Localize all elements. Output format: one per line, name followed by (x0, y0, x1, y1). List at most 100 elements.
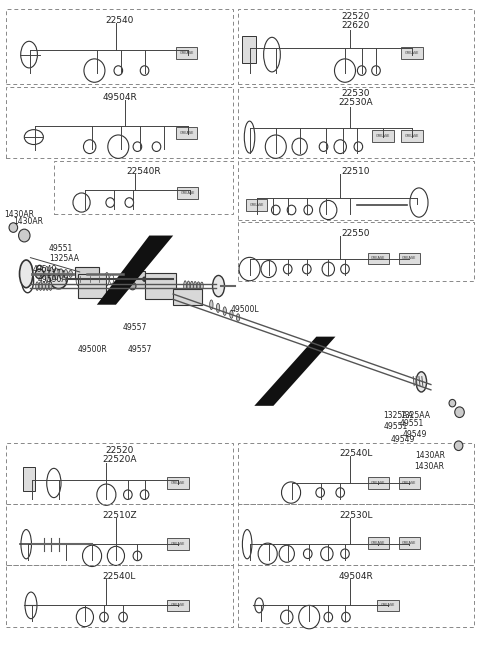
Text: 1325AA
49551: 1325AA 49551 (383, 411, 413, 430)
Circle shape (336, 488, 345, 497)
Ellipse shape (42, 282, 45, 290)
Ellipse shape (49, 282, 52, 290)
Circle shape (100, 612, 108, 622)
Circle shape (324, 612, 333, 622)
Text: GREASE: GREASE (402, 256, 417, 260)
FancyBboxPatch shape (167, 539, 189, 550)
Text: 49504R: 49504R (102, 93, 137, 102)
Circle shape (322, 262, 335, 276)
Circle shape (319, 142, 328, 151)
Circle shape (97, 484, 116, 505)
Text: GREASE: GREASE (180, 131, 194, 135)
Polygon shape (254, 336, 336, 406)
Circle shape (36, 265, 42, 272)
Ellipse shape (25, 592, 37, 619)
Text: GREASE: GREASE (171, 603, 185, 608)
FancyBboxPatch shape (372, 130, 394, 142)
Circle shape (122, 271, 128, 277)
Ellipse shape (244, 121, 255, 153)
Text: 22620: 22620 (342, 21, 370, 30)
Text: GREASE: GREASE (171, 481, 185, 485)
Circle shape (299, 605, 320, 629)
Circle shape (73, 193, 90, 212)
FancyBboxPatch shape (399, 252, 420, 264)
Circle shape (283, 264, 292, 274)
Circle shape (83, 545, 102, 567)
Text: 49549: 49549 (402, 430, 427, 439)
Text: 49500R: 49500R (78, 345, 108, 353)
Circle shape (334, 140, 347, 154)
Ellipse shape (49, 267, 53, 280)
Text: 22540L: 22540L (103, 572, 136, 581)
FancyBboxPatch shape (246, 199, 267, 211)
Circle shape (321, 547, 333, 561)
Text: 49500L: 49500L (230, 304, 259, 314)
Circle shape (19, 229, 30, 242)
Circle shape (35, 269, 44, 278)
FancyBboxPatch shape (401, 130, 422, 142)
Text: 22540L: 22540L (339, 449, 372, 458)
FancyBboxPatch shape (167, 477, 189, 489)
FancyBboxPatch shape (399, 477, 420, 489)
Ellipse shape (54, 268, 58, 280)
Text: GREASE: GREASE (180, 191, 195, 195)
Text: GREASE: GREASE (180, 51, 194, 55)
Circle shape (341, 549, 349, 559)
FancyBboxPatch shape (167, 600, 189, 611)
Circle shape (239, 258, 260, 281)
Text: 1430AR: 1430AR (416, 451, 445, 460)
Circle shape (152, 142, 161, 151)
Circle shape (265, 135, 286, 158)
Ellipse shape (210, 300, 213, 310)
FancyBboxPatch shape (401, 47, 422, 59)
Text: 49551: 49551 (400, 419, 424, 428)
Circle shape (143, 277, 146, 281)
Circle shape (302, 264, 311, 274)
Circle shape (140, 66, 149, 76)
Circle shape (261, 261, 276, 278)
Ellipse shape (237, 314, 240, 321)
Text: 22510Z: 22510Z (102, 511, 137, 520)
FancyBboxPatch shape (368, 537, 389, 549)
Text: 1430AR: 1430AR (414, 462, 444, 471)
Circle shape (106, 198, 115, 207)
FancyBboxPatch shape (75, 267, 99, 279)
Ellipse shape (184, 281, 187, 291)
Text: GREASE: GREASE (376, 134, 390, 138)
Text: 22530L: 22530L (339, 511, 372, 520)
Text: 22530: 22530 (341, 89, 370, 98)
FancyBboxPatch shape (173, 289, 202, 304)
FancyBboxPatch shape (368, 252, 389, 264)
Ellipse shape (36, 282, 38, 290)
Text: 49504R: 49504R (338, 572, 373, 581)
Ellipse shape (109, 274, 114, 284)
Ellipse shape (230, 310, 233, 318)
FancyBboxPatch shape (23, 467, 35, 491)
Circle shape (281, 610, 293, 624)
Ellipse shape (76, 273, 80, 286)
Ellipse shape (264, 37, 280, 72)
Ellipse shape (81, 274, 85, 284)
FancyBboxPatch shape (125, 271, 144, 288)
FancyBboxPatch shape (242, 36, 256, 63)
Ellipse shape (95, 273, 99, 286)
Text: 22530A: 22530A (338, 98, 373, 107)
Text: 49557: 49557 (128, 345, 152, 353)
Text: GREASE: GREASE (171, 542, 185, 546)
Circle shape (140, 490, 149, 499)
FancyBboxPatch shape (144, 273, 176, 299)
Text: GREASE: GREASE (250, 203, 264, 207)
Ellipse shape (45, 267, 48, 281)
Ellipse shape (100, 274, 104, 284)
FancyBboxPatch shape (78, 274, 107, 298)
Circle shape (279, 545, 294, 562)
FancyBboxPatch shape (368, 477, 389, 489)
Circle shape (335, 59, 356, 82)
Ellipse shape (197, 282, 200, 290)
Text: 22540: 22540 (105, 16, 134, 25)
Circle shape (108, 135, 129, 158)
Circle shape (133, 551, 142, 561)
Ellipse shape (191, 281, 193, 291)
Circle shape (354, 142, 363, 151)
Ellipse shape (105, 273, 109, 286)
